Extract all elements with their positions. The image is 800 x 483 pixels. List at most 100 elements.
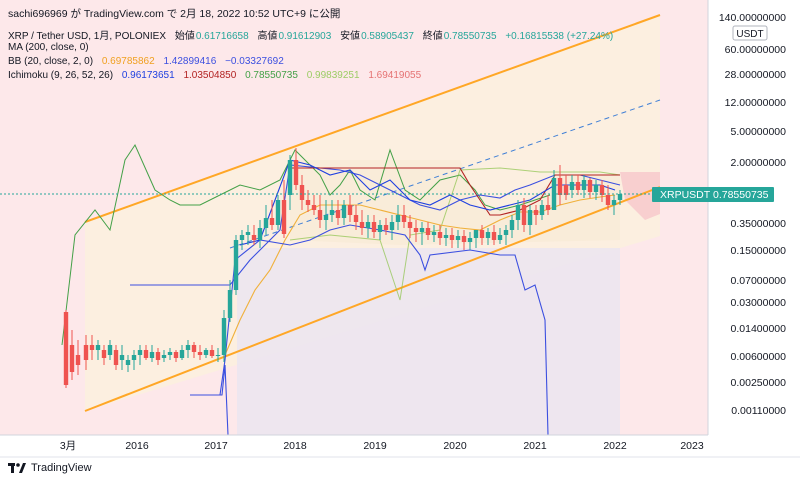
high-value: 0.91612903	[278, 31, 332, 42]
price-tick-label: 0.35000000	[731, 218, 787, 230]
candle-body	[311, 205, 317, 210]
candle-body	[251, 235, 257, 240]
candle-body	[479, 230, 485, 238]
close-label: 終値	[422, 31, 443, 42]
candle-body	[491, 232, 497, 240]
candle-body	[299, 185, 305, 200]
candle-body	[575, 182, 581, 190]
candle-body	[323, 215, 329, 220]
candle-body	[569, 182, 575, 190]
low-value: 0.58905437	[361, 31, 414, 42]
span-a-value: 0.99839251	[306, 70, 360, 81]
time-tick-label: 2022	[603, 440, 627, 452]
candle-body	[617, 194, 623, 200]
candle-body	[473, 230, 479, 238]
candle-body	[425, 228, 431, 235]
candle-body	[185, 345, 191, 350]
price-axis-ticks: 140.00000000 60.00000000 28.00000000 12.000…	[719, 12, 786, 417]
time-axis	[0, 435, 708, 457]
symbol-name[interactable]: XRP / Tether USD, 1月, POLONIEX	[8, 31, 167, 42]
time-tick-label: 2016	[125, 440, 149, 452]
tradingview-logo[interactable]: TradingView	[8, 462, 92, 474]
candle-body	[515, 205, 521, 220]
candle-body	[227, 290, 233, 318]
candle-body	[335, 210, 341, 218]
legend-symbol: XRP / Tether USD, 1月, POLONIEX 始値0.61716…	[8, 27, 619, 42]
price-tick-label: 0.03000000	[731, 297, 787, 309]
low-label: 安値	[340, 31, 361, 42]
candle-body	[485, 232, 491, 238]
candle-body	[545, 205, 551, 210]
candle-body	[437, 232, 443, 238]
time-tick-label: 2019	[363, 440, 387, 452]
candle-body	[89, 345, 95, 350]
candle-body	[95, 345, 101, 350]
candle-body	[155, 352, 161, 360]
candle-body	[203, 350, 209, 355]
price-tick-label: 0.07000000	[731, 275, 787, 287]
legend-bb[interactable]: BB (20, close, 2, 0) 0.69785862 1.428994…	[8, 56, 290, 67]
candle-body	[75, 355, 81, 365]
channel-mid	[229, 99, 661, 249]
candle-body	[131, 355, 137, 360]
channel-lower	[84, 186, 661, 412]
candle-body	[269, 218, 275, 225]
last-price-tag	[652, 187, 774, 202]
lavender-band	[237, 248, 620, 435]
bb-upper-value: 1.42899416	[163, 56, 217, 67]
candle-body	[509, 220, 515, 230]
candle-body	[209, 350, 215, 356]
candle-body	[455, 236, 461, 240]
open-value: 0.61716658	[195, 31, 249, 42]
price-tick-label: 60.00000000	[725, 44, 786, 56]
candle-body	[125, 360, 131, 365]
candle-body	[215, 355, 221, 356]
candle-body	[245, 232, 251, 235]
candle-body	[161, 355, 167, 358]
bb-lower-value: −0.03327692	[225, 56, 284, 67]
price-tick-label: 140.00000000	[719, 12, 786, 24]
candle-body	[581, 180, 587, 190]
legend-ichimoku[interactable]: Ichimoku (9, 26, 52, 26) 0.96173651 1.03…	[8, 70, 427, 81]
bb-label: BB (20, close, 2, 0)	[8, 56, 94, 67]
candle-body	[461, 236, 467, 242]
price-tick-label: 0.00110000	[731, 405, 786, 417]
tradingview-brand: TradingView	[31, 462, 92, 474]
candle-body	[467, 238, 473, 242]
candle-body	[413, 228, 419, 232]
candle-body	[281, 200, 287, 234]
open-label: 始値	[174, 31, 195, 42]
candle-body	[377, 225, 383, 232]
kijun-value: 1.03504850	[183, 70, 237, 81]
candle-body	[329, 210, 335, 215]
price-tick-label: 5.00000000	[731, 126, 787, 138]
candle-body	[137, 350, 143, 355]
candle-body	[431, 232, 437, 235]
candle-body	[69, 345, 75, 372]
channel-upper	[84, 14, 661, 223]
change-value: +0.16815538 (+27.24%)	[505, 31, 614, 42]
candle-body	[449, 235, 455, 240]
price-tick-label: 28.00000000	[725, 69, 786, 81]
candle-body	[563, 185, 569, 195]
candle-body	[341, 205, 347, 218]
candle-body	[113, 350, 119, 365]
chikou-value: 0.78550735	[245, 70, 298, 81]
last-price-symbol: XRPUSDT	[660, 189, 711, 201]
candle-body	[63, 312, 69, 385]
candle-body	[257, 228, 263, 240]
candle-body	[395, 215, 401, 222]
time-tick-label: 3月	[60, 440, 76, 452]
candle-body	[287, 160, 293, 195]
time-tick-label: 2023	[680, 440, 704, 452]
time-tick-label: 2020	[443, 440, 467, 452]
candle-body	[263, 218, 269, 228]
legend-ma[interactable]: MA (200, close, 0)	[8, 42, 95, 53]
candle-body	[179, 350, 185, 358]
candles	[63, 148, 623, 388]
candle-body	[605, 195, 611, 205]
candle-body	[611, 200, 617, 205]
price-axis-unit: USDT	[736, 29, 763, 40]
candle-body	[443, 235, 449, 238]
